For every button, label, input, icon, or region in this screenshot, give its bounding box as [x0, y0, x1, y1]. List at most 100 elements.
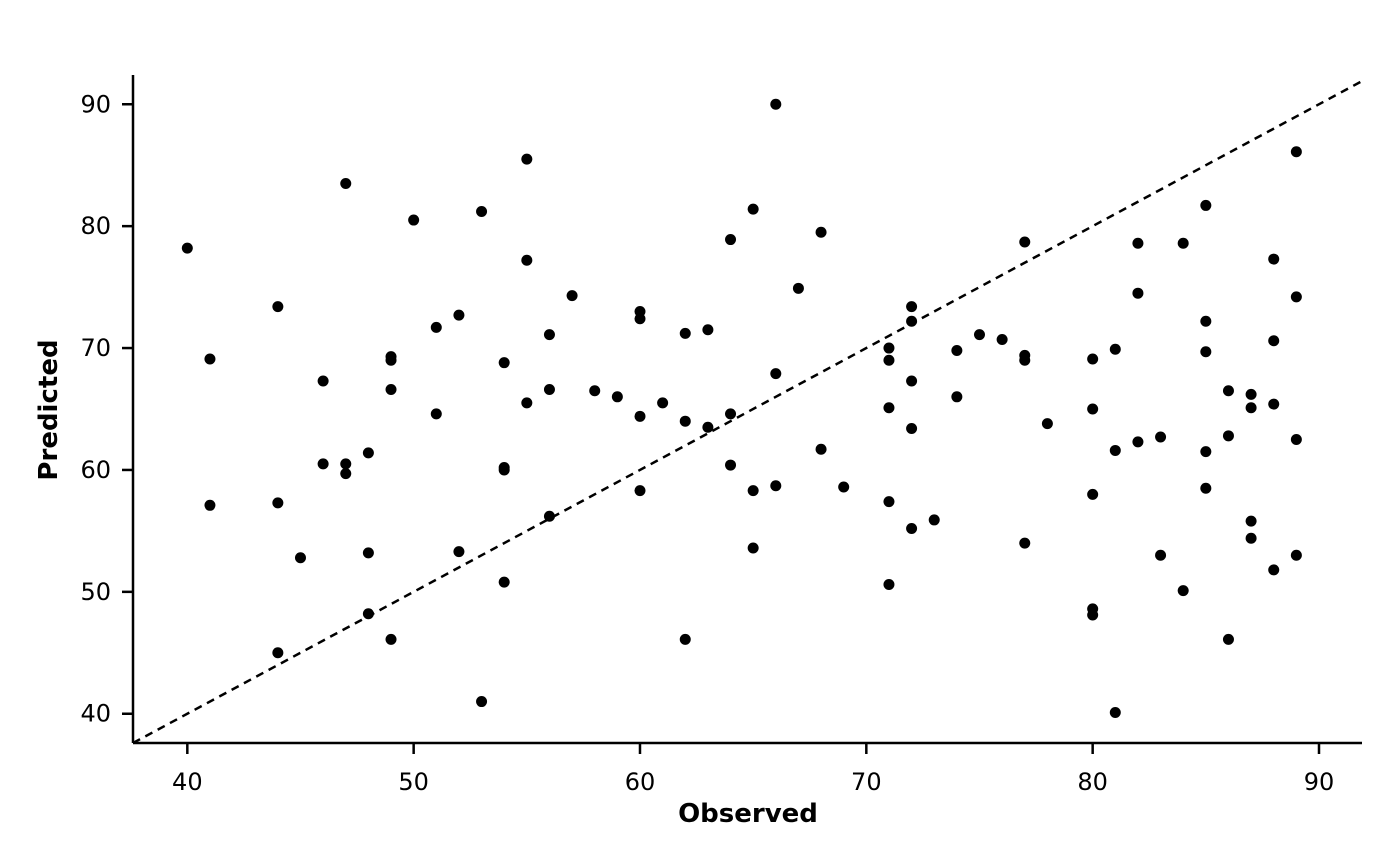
data-point: [1222, 430, 1234, 442]
data-point: [521, 397, 533, 409]
data-point: [1155, 549, 1167, 561]
data-point: [657, 397, 669, 409]
x-tick-label: 50: [398, 768, 429, 796]
data-point: [272, 497, 284, 509]
data-point: [521, 153, 533, 165]
data-point: [362, 608, 374, 620]
data-point: [1268, 335, 1280, 347]
data-point: [1200, 446, 1212, 458]
data-point: [702, 324, 714, 336]
x-axis-title: Observed: [678, 799, 818, 829]
data-point: [204, 499, 216, 511]
data-point: [385, 633, 397, 645]
data-point: [1268, 253, 1280, 265]
data-point: [362, 447, 374, 459]
data-point: [1132, 287, 1144, 299]
axes: 40 50 60 70 80 90 40 50 60 70 80 90: [80, 75, 1362, 796]
data-point: [792, 282, 804, 294]
data-point: [747, 542, 759, 554]
data-point: [906, 375, 918, 387]
x-tick-label: 40: [172, 768, 203, 796]
data-point: [272, 647, 284, 659]
data-point: [634, 485, 646, 497]
data-point: [1200, 315, 1212, 327]
data-point: [1087, 353, 1099, 365]
data-point: [1290, 433, 1302, 445]
data-point: [476, 696, 488, 708]
data-point: [883, 496, 895, 508]
data-point: [679, 633, 691, 645]
y-tick-label: 50: [80, 578, 111, 606]
data-point: [951, 344, 963, 356]
data-point: [498, 464, 510, 476]
data-point: [408, 214, 420, 226]
data-point: [204, 353, 216, 365]
data-point: [498, 357, 510, 369]
y-tick-label: 80: [80, 212, 111, 240]
data-point: [747, 203, 759, 215]
data-point: [1019, 354, 1031, 366]
data-point: [521, 254, 533, 266]
data-point: [770, 480, 782, 492]
data-point: [589, 385, 601, 397]
y-tick-label: 60: [80, 456, 111, 484]
data-point: [679, 327, 691, 339]
data-point: [1200, 482, 1212, 494]
data-point: [1132, 237, 1144, 249]
data-point: [1087, 403, 1099, 415]
y-tick-label: 90: [80, 90, 111, 118]
data-point: [611, 391, 623, 403]
data-point: [1268, 564, 1280, 576]
y-tick-label: 40: [80, 700, 111, 728]
data-point: [1245, 388, 1257, 400]
data-point: [1245, 515, 1257, 527]
x-tick-label: 60: [625, 768, 656, 796]
data-point: [1290, 146, 1302, 158]
data-point: [317, 375, 329, 387]
data-point: [476, 206, 488, 218]
data-point: [1245, 402, 1257, 414]
data-point: [1109, 707, 1121, 719]
data-point: [1019, 236, 1031, 248]
data-point: [1245, 532, 1257, 544]
data-point: [1268, 398, 1280, 410]
data-point: [1155, 431, 1167, 443]
data-point: [543, 383, 555, 395]
data-point: [362, 547, 374, 559]
reference-line: [132, 79, 1363, 745]
y-axis-title: Predicted: [34, 339, 64, 480]
data-point: [973, 329, 985, 341]
data-point: [1177, 585, 1189, 597]
data-point: [1222, 385, 1234, 397]
data-point: [702, 421, 714, 433]
data-point: [430, 408, 442, 420]
data-point: [883, 354, 895, 366]
data-point: [634, 313, 646, 325]
data-point: [770, 98, 782, 110]
data-point: [340, 468, 352, 480]
data-point: [1222, 633, 1234, 645]
data-point: [543, 510, 555, 522]
data-point: [1019, 537, 1031, 549]
data-point: [453, 546, 465, 558]
data-point: [1132, 436, 1144, 448]
data-point: [634, 410, 646, 422]
data-point: [1109, 343, 1121, 355]
data-point: [498, 576, 510, 588]
data-point: [430, 321, 442, 333]
data-point: [815, 226, 827, 238]
data-point: [272, 301, 284, 313]
x-tick-label: 80: [1077, 768, 1108, 796]
data-point: [928, 514, 940, 526]
data-point: [543, 329, 555, 341]
data-point: [906, 315, 918, 327]
x-tick-label: 90: [1304, 768, 1335, 796]
data-point: [679, 415, 691, 427]
data-point: [1087, 488, 1099, 500]
reference-line-layer: [132, 79, 1363, 745]
data-point: [883, 402, 895, 414]
data-point: [453, 309, 465, 321]
data-point: [906, 423, 918, 435]
data-point: [1087, 609, 1099, 621]
